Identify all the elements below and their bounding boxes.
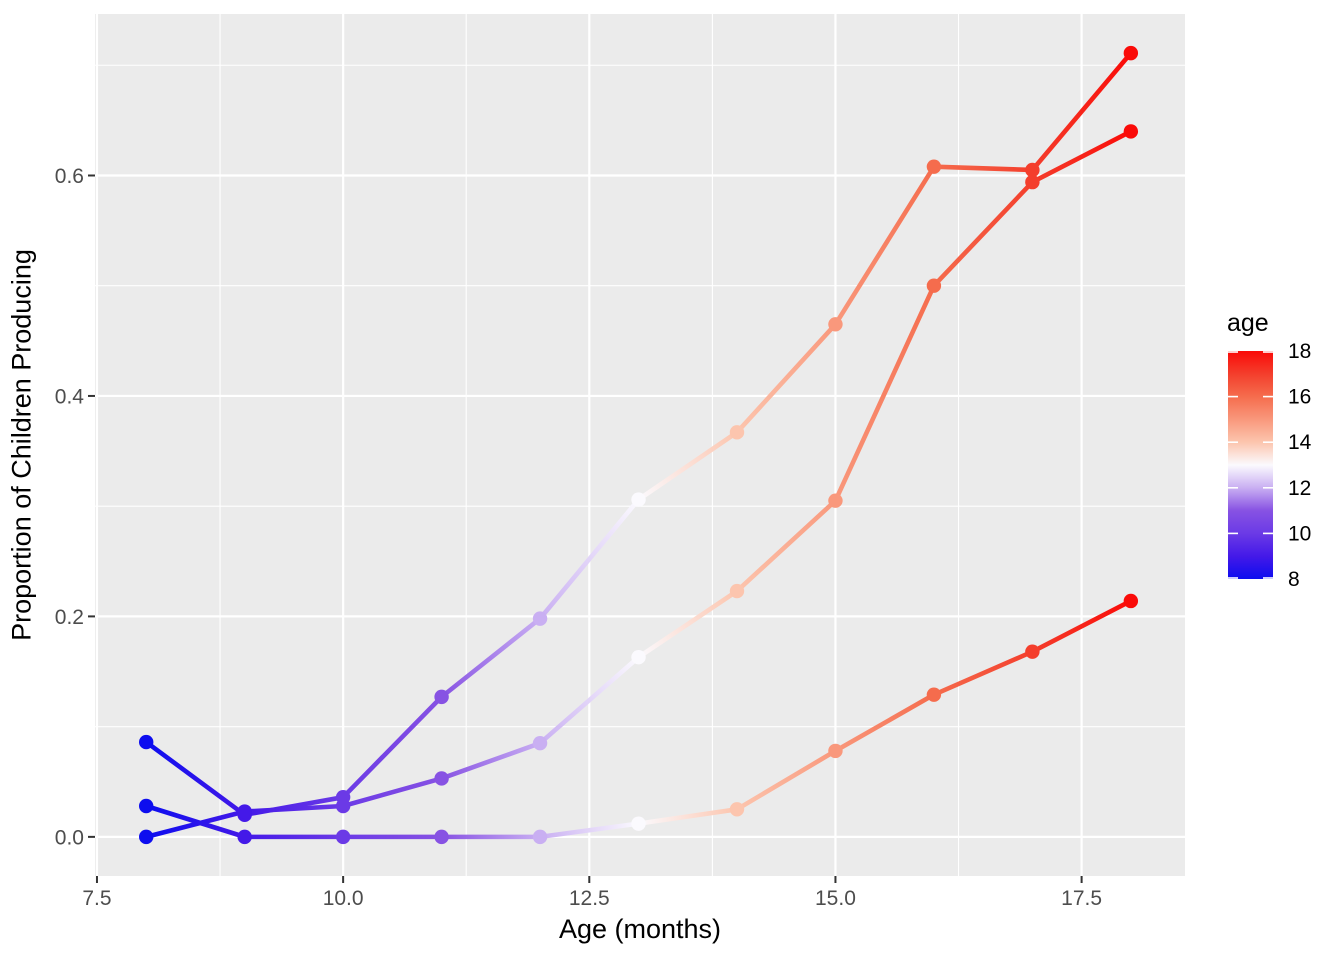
data-point <box>828 493 843 508</box>
data-point <box>1123 45 1139 61</box>
line-segment <box>143 809 247 840</box>
data-point <box>237 829 252 845</box>
legend-tick-label: 16 <box>1288 386 1311 409</box>
line-segment <box>1030 598 1134 654</box>
x-tick-label: 15.0 <box>815 887 856 910</box>
y-axis-title: Proportion of Children Producing <box>6 249 37 641</box>
y-tick-label: 0.2 <box>55 606 84 629</box>
legend-tick-label: 10 <box>1288 522 1311 545</box>
line-segment <box>931 649 1035 697</box>
data-point <box>532 611 548 626</box>
data-point <box>139 829 154 845</box>
data-point <box>631 492 646 507</box>
line-segment <box>537 497 641 621</box>
legend-tick-label: 12 <box>1288 477 1311 500</box>
data-point <box>139 734 154 750</box>
line-segment <box>1030 129 1134 185</box>
data-point <box>729 425 745 440</box>
data-point <box>729 802 745 817</box>
data-point <box>532 829 548 845</box>
line-segment <box>931 164 1035 173</box>
legend-colorbar <box>1228 351 1273 579</box>
data-point <box>1025 174 1040 190</box>
legend-tick-label: 14 <box>1288 431 1312 454</box>
data-point <box>1123 124 1139 139</box>
line-segment <box>537 821 641 840</box>
line-segment <box>242 803 346 814</box>
line-segment <box>833 164 937 327</box>
data-point <box>434 829 449 845</box>
line-segment <box>143 739 247 818</box>
line-segment <box>340 776 444 809</box>
line-segment <box>734 321 838 435</box>
y-tick-label: 0.0 <box>55 826 84 849</box>
line-segment <box>734 748 838 812</box>
data-point <box>434 771 449 786</box>
legend-tick-label: 18 <box>1288 340 1311 363</box>
line-segment <box>1030 50 1134 173</box>
line-segment <box>439 740 543 781</box>
data-point <box>237 804 252 819</box>
line-segment <box>636 807 740 826</box>
line-segment <box>636 430 740 502</box>
data-point <box>828 743 843 759</box>
line-segment <box>833 692 937 754</box>
data-point <box>139 798 154 814</box>
legend-title: age <box>1227 309 1269 337</box>
data-point <box>1123 593 1139 609</box>
data-point <box>434 689 449 705</box>
data-point <box>828 317 843 332</box>
x-tick-label: 17.5 <box>1061 887 1102 910</box>
y-tick-label: 0.4 <box>55 385 85 408</box>
line-segment <box>931 179 1035 289</box>
data-point <box>1025 162 1040 178</box>
data-point <box>335 798 351 814</box>
data-point <box>926 687 942 702</box>
data-point <box>631 816 646 831</box>
data-point <box>926 278 942 293</box>
data-point <box>335 829 351 845</box>
line-segment <box>143 803 247 840</box>
line-segment <box>340 694 444 800</box>
line-segment <box>636 588 740 660</box>
y-tick-label: 0.6 <box>55 165 84 188</box>
legend-tick-label: 8 <box>1288 568 1300 591</box>
data-point <box>631 649 646 665</box>
line-segment <box>537 654 641 746</box>
x-tick-label: 12.5 <box>569 887 610 910</box>
line-segment <box>833 283 937 503</box>
data-point <box>729 583 745 599</box>
line-segment <box>734 498 838 594</box>
x-tick-label: 10.0 <box>323 887 364 910</box>
line-segment <box>439 616 543 700</box>
x-axis-title: Age (months) <box>558 914 722 944</box>
data-point <box>926 159 942 174</box>
data-point <box>532 735 548 751</box>
panel-background <box>95 14 1185 876</box>
x-tick-label: 7.5 <box>82 887 111 910</box>
data-point <box>1025 644 1040 659</box>
